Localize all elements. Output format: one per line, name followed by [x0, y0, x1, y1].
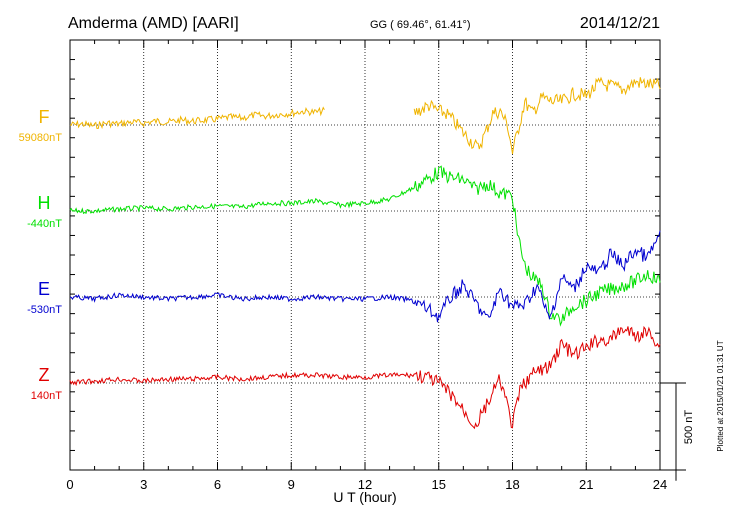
x-tick-label-0: 0 — [66, 477, 73, 492]
x-tick-label-18: 18 — [505, 477, 519, 492]
axis-ticks: 0 3 6 9 12 15 18 21 24 — [66, 39, 667, 492]
chart-title: Amderma (AMD) [AARI] — [68, 15, 239, 32]
x-tick-label-21: 21 — [579, 477, 593, 492]
x-tick-label-12: 12 — [358, 477, 372, 492]
x-tick-label-24: 24 — [653, 477, 667, 492]
x-axis-label: U T (hour) — [333, 489, 396, 505]
series-line-F — [69, 76, 661, 154]
chart-coords: GG ( 69.46°, 61.41°) — [370, 19, 471, 31]
series-name-Z: Z — [39, 365, 50, 385]
series-baseline-Z: 140nT — [31, 390, 62, 402]
series-name-E: E — [38, 279, 50, 299]
series-labels: F 59080nT H -440nT E -530nT Z 140nT — [19, 107, 63, 402]
chart-date: 2014/12/21 — [580, 15, 660, 32]
scale-bar-label: 500 nT — [683, 410, 695, 445]
plotted-note: Plotted at 2015/01/21 01:31 UT — [716, 340, 725, 451]
series-line-H — [69, 165, 661, 327]
plot-frame — [69, 39, 661, 471]
series-line-E — [69, 230, 661, 323]
series-lines — [69, 76, 661, 430]
scale-bar: 500 nT — [660, 382, 695, 481]
x-tick-label-9: 9 — [288, 477, 295, 492]
x-tick-label-6: 6 — [214, 477, 221, 492]
series-name-F: F — [39, 107, 50, 127]
series-baseline-E: -530nT — [27, 304, 62, 316]
grid-lines — [70, 40, 660, 470]
series-name-H: H — [38, 193, 51, 213]
x-tick-label-3: 3 — [140, 477, 147, 492]
x-tick-label-15: 15 — [432, 477, 446, 492]
series-baseline-F: 59080nT — [19, 132, 63, 144]
series-baseline-H: -440nT — [27, 218, 62, 230]
series-line-Z — [69, 325, 661, 430]
